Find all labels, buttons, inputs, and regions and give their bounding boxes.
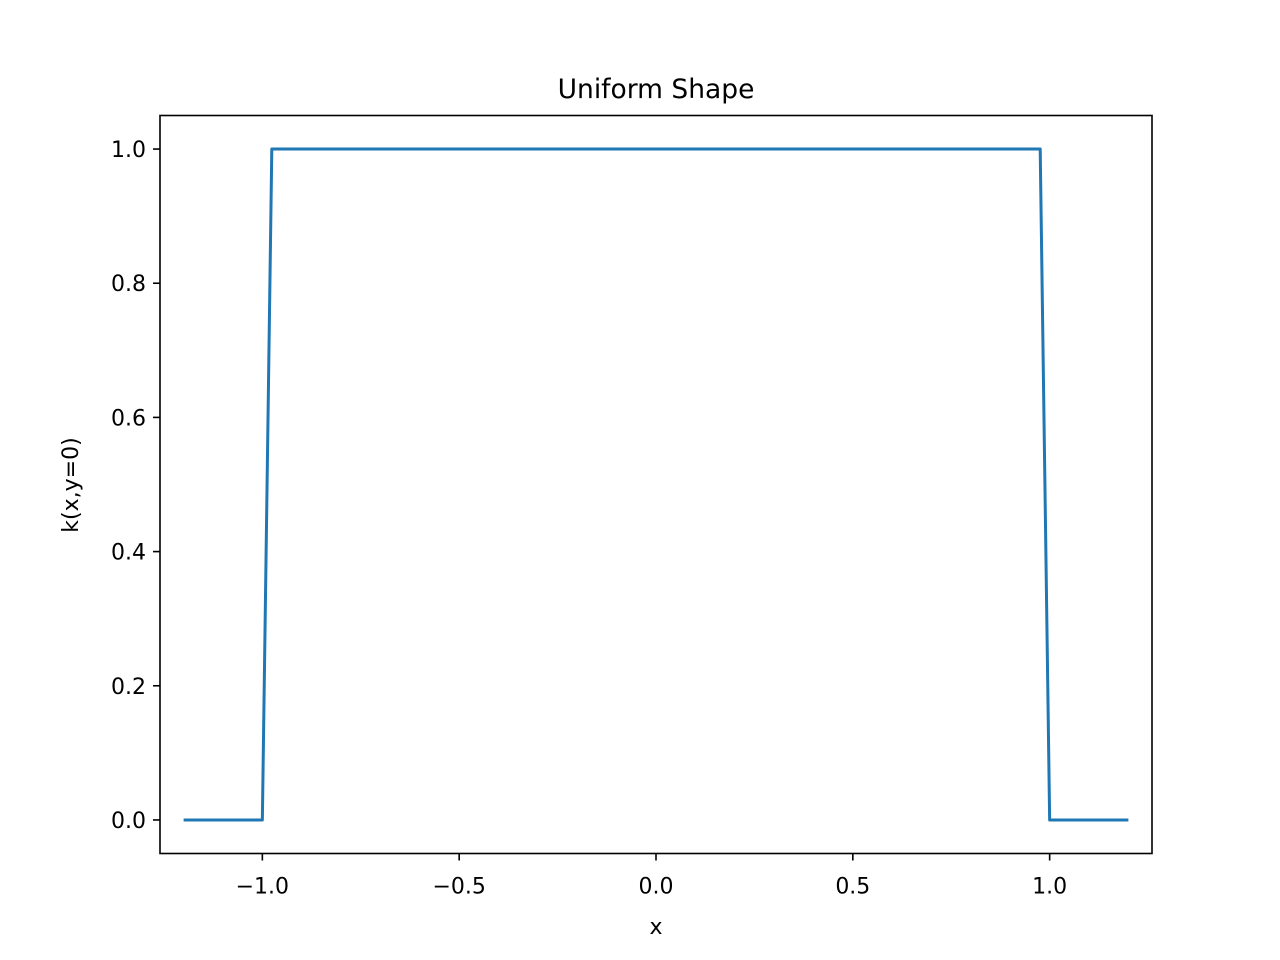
x-tick-label: 1.0 [1032,875,1067,900]
series-layer [183,147,1129,822]
y-axis-label: k(x,y=0) [59,437,84,532]
series-line-0 [183,147,1129,822]
x-tick-label: −0.5 [432,875,485,900]
y-tick-label: 0.6 [111,406,146,431]
chart-title: Uniform Shape [558,74,755,105]
y-tick-label: 0.8 [111,272,146,297]
y-tick-label: 0.4 [111,541,146,566]
y-tick-label: 0.0 [111,809,146,834]
x-axis-label: x [649,915,662,940]
x-axis-ticks: −1.0 −0.5 0.0 0.5 1.0 [236,853,1067,900]
x-tick-label: −1.0 [236,875,289,900]
y-tick-label: 1.0 [111,138,146,163]
x-tick-label: 0.5 [835,875,870,900]
y-axis-ticks: 0.0 0.2 0.4 0.6 0.8 1.0 [111,138,160,834]
y-tick-label: 0.2 [111,675,146,700]
x-tick-label: 0.0 [639,875,674,900]
